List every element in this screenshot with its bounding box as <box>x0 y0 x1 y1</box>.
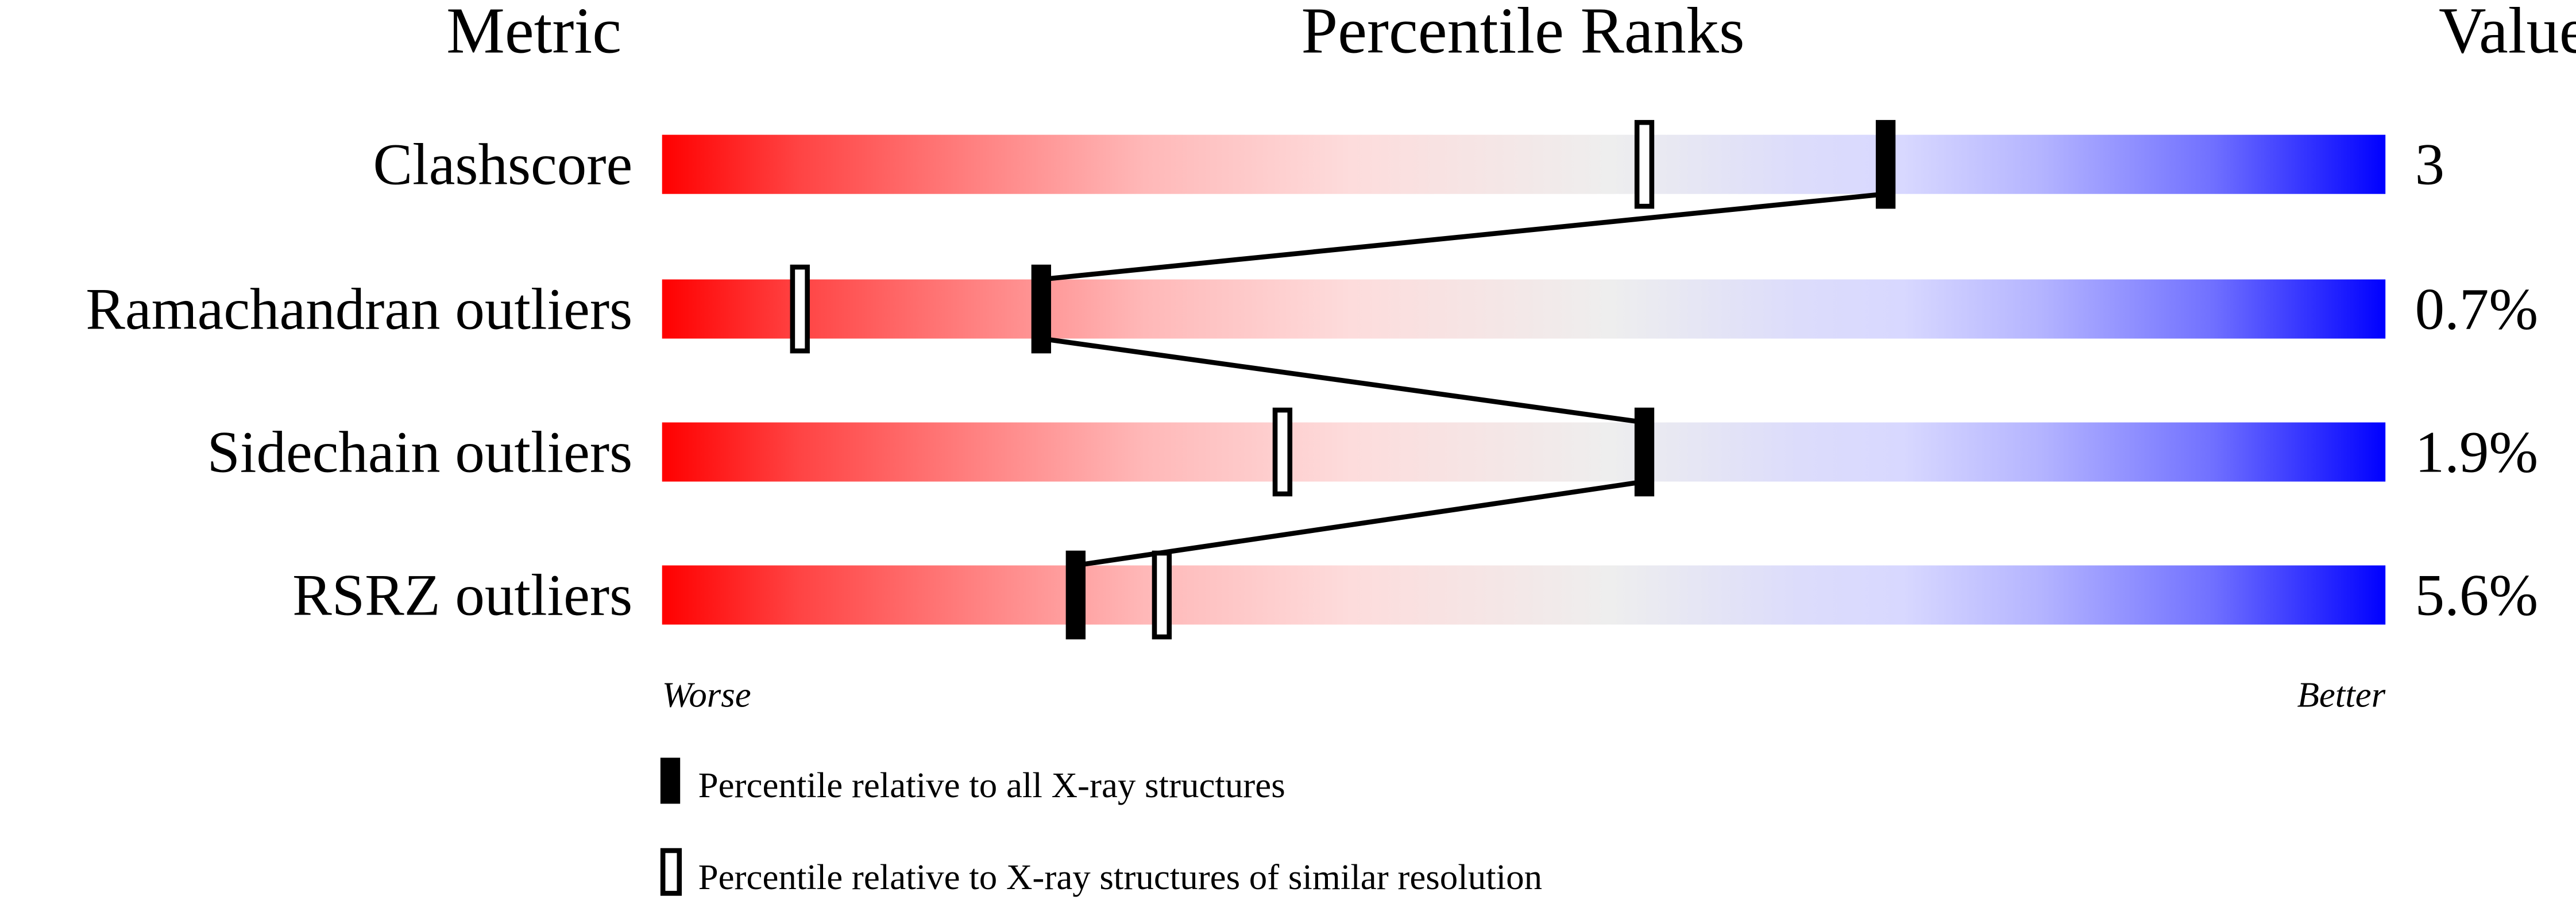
marker-all-structures <box>1875 119 1896 209</box>
percentile-bar <box>662 565 2386 625</box>
metric-label: RSRZ outliers <box>292 562 632 628</box>
metric-value: 3 <box>2415 132 2444 198</box>
marker-all-structures <box>1031 264 1051 354</box>
connector-line <box>1041 191 1886 282</box>
marker-similar-resolution <box>1272 407 1293 497</box>
legend-filled-marker <box>660 758 681 804</box>
marker-all-structures <box>1634 407 1655 497</box>
header-value: Value <box>2439 0 2576 67</box>
metric-label: Sidechain outliers <box>207 419 633 485</box>
legend-filled-label: Percentile relative to all X-ray structu… <box>698 765 1285 805</box>
legend-open-label: Percentile relative to X-ray structures … <box>698 857 1542 897</box>
metric-label: Ramachandran outliers <box>86 276 632 342</box>
legend-open-marker <box>660 848 682 896</box>
percentile-bar <box>662 279 2386 339</box>
marker-similar-resolution <box>1634 119 1655 209</box>
marker-all-structures <box>1065 550 1086 640</box>
axis-label-worse: Worse <box>662 675 751 715</box>
metric-label: Clashscore <box>373 132 632 198</box>
axis-label-better: Better <box>2297 675 2385 715</box>
header-percentile: Percentile Ranks <box>1301 0 1745 67</box>
connector-line <box>1041 336 1645 425</box>
marker-similar-resolution <box>790 264 810 354</box>
header-metric: Metric <box>446 0 621 67</box>
percentile-bar <box>662 422 2386 482</box>
metric-value: 0.7% <box>2415 276 2538 342</box>
marker-similar-resolution <box>1152 550 1172 640</box>
percentile-bar <box>662 134 2386 194</box>
metric-value: 1.9% <box>2415 419 2538 485</box>
metric-value: 5.6% <box>2415 562 2538 628</box>
